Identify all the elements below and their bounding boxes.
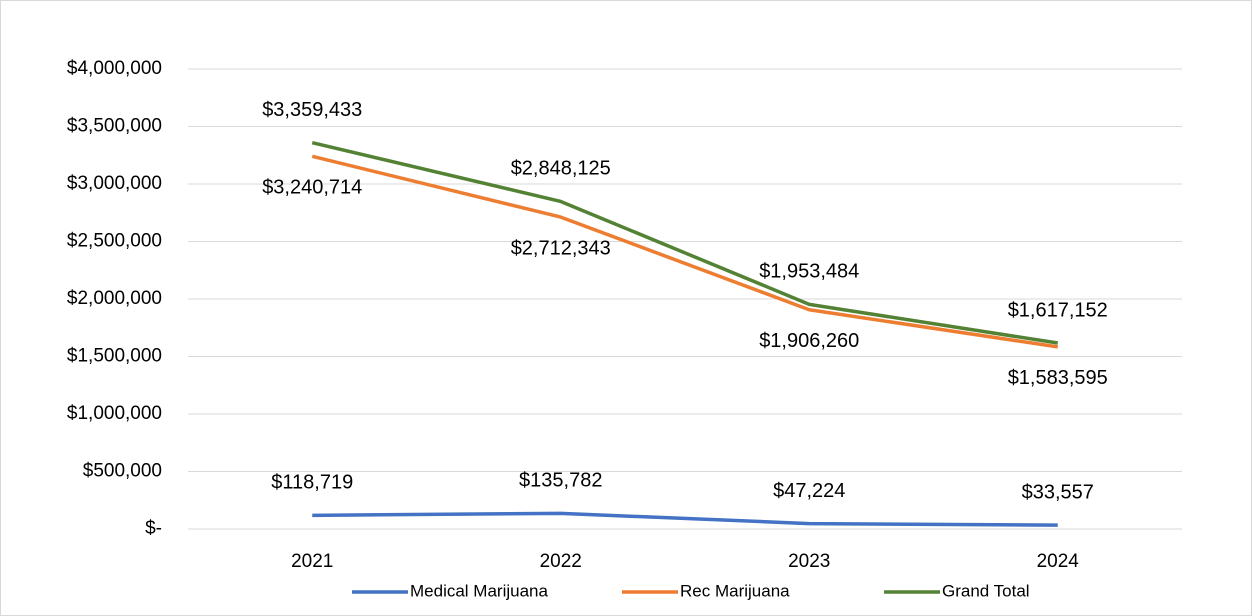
series-line: [311, 154, 1059, 349]
y-tick-label: $-: [145, 518, 162, 539]
y-tick-label: $3,500,000: [67, 116, 162, 137]
legend-label: Medical Marijuana: [410, 581, 548, 600]
legend-label: Grand Total: [942, 581, 1030, 600]
y-tick-label: $1,500,000: [67, 346, 162, 367]
data-label: $33,557: [1022, 481, 1094, 503]
x-tick-label: 2023: [788, 551, 830, 572]
data-label: $2,712,343: [511, 237, 611, 259]
y-tick-label: $3,000,000: [67, 173, 162, 194]
x-tick-label: 2024: [1037, 551, 1080, 572]
y-tick-label: $4,000,000: [67, 58, 162, 79]
data-label: $1,617,152: [1008, 299, 1108, 321]
data-label: $3,359,433: [262, 99, 362, 121]
data-label: $1,906,260: [759, 330, 859, 352]
data-label: $47,224: [773, 480, 845, 502]
y-tick-label: $2,500,000: [67, 231, 162, 252]
y-tick-label: $1,000,000: [67, 403, 162, 424]
series-line: [312, 511, 1058, 527]
data-label: $118,719: [271, 472, 353, 494]
x-tick-label: 2022: [540, 551, 582, 572]
data-label: $1,953,484: [759, 261, 859, 283]
data-label: $135,782: [519, 470, 602, 492]
series-line: [311, 140, 1059, 345]
x-tick-label: 2021: [291, 551, 333, 572]
y-tick-label: $500,000: [83, 461, 162, 482]
data-label: $1,583,595: [1008, 367, 1108, 389]
data-label: $2,848,125: [511, 158, 611, 180]
legend-label: Rec Marijuana: [680, 581, 790, 600]
y-tick-label: $2,000,000: [67, 288, 162, 309]
data-label: $3,240,714: [262, 177, 362, 199]
